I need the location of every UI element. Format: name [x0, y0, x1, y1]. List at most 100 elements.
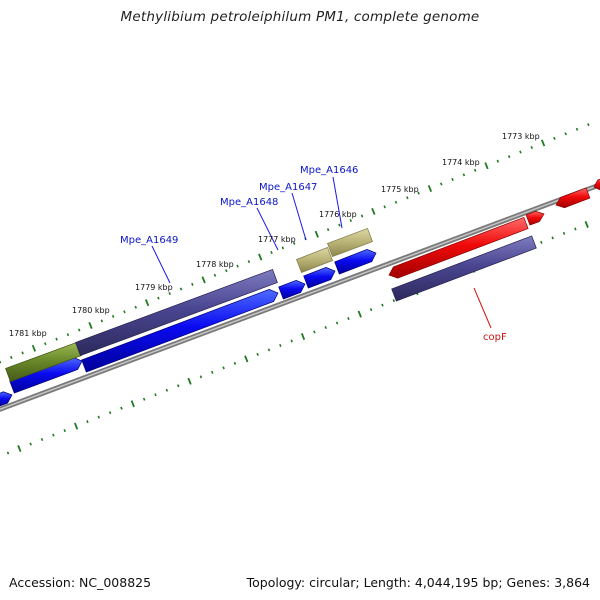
minor-tick	[574, 227, 577, 231]
gene-label-mpe-a1649[interactable]: Mpe_A1649	[120, 235, 178, 246]
major-tick	[357, 310, 362, 318]
kbp-label: 1773 kbp	[502, 132, 540, 141]
minor-tick	[222, 366, 225, 370]
minor-tick	[6, 451, 10, 455]
kbp-label: 1780 kbp	[72, 306, 110, 315]
minor-tick	[394, 200, 398, 204]
gene-blue[interactable]	[334, 249, 377, 275]
minor-tick	[97, 415, 100, 419]
major-tick	[371, 207, 376, 215]
minor-tick	[270, 250, 273, 254]
label-leader-mpe-a1649	[151, 245, 171, 284]
gene-blue-long[interactable]	[81, 289, 279, 373]
gene-red-copf[interactable]	[388, 216, 529, 279]
minor-tick	[10, 355, 13, 359]
minor-tick	[417, 191, 420, 195]
major-tick	[484, 162, 489, 170]
minor-tick	[77, 328, 81, 332]
major-tick	[258, 253, 263, 261]
minor-tick	[176, 384, 180, 388]
kbp-label: 1774 kbp	[442, 158, 480, 167]
major-tick	[300, 332, 306, 340]
gene-label-copf[interactable]: copF	[483, 332, 507, 343]
minor-tick	[213, 273, 217, 277]
minor-tick	[381, 303, 384, 307]
minor-tick	[55, 337, 58, 341]
minor-tick	[111, 314, 115, 318]
minor-tick	[267, 348, 271, 352]
minor-tick	[154, 393, 157, 397]
major-tick	[540, 139, 546, 147]
kbp-label: 1779 kbp	[135, 283, 173, 292]
minor-tick	[406, 196, 409, 200]
minor-tick	[179, 287, 183, 291]
gene-blue[interactable]	[303, 267, 336, 289]
minor-tick	[120, 406, 123, 410]
minor-tick	[553, 136, 556, 140]
minor-tick	[335, 321, 339, 325]
major-tick	[244, 355, 249, 363]
minor-tick	[540, 240, 543, 244]
minor-tick	[392, 299, 396, 303]
minor-tick	[100, 319, 104, 323]
gene-khaki[interactable]	[296, 247, 333, 273]
accession-text: Accession: NC_008825	[9, 575, 152, 590]
gene-label-mpe-a1647[interactable]: Mpe_A1647	[259, 182, 317, 193]
gene-red[interactable]	[525, 210, 545, 226]
minor-tick	[462, 173, 466, 177]
gene-red-edge[interactable]	[593, 178, 600, 191]
kbp-label: 1781 kbp	[9, 329, 47, 338]
minor-tick	[349, 219, 352, 223]
minor-tick	[247, 260, 251, 264]
minor-tick	[575, 127, 579, 131]
gene-khaki[interactable]	[327, 227, 373, 258]
minor-tick	[326, 228, 330, 232]
major-tick	[73, 422, 79, 430]
minor-tick	[168, 292, 171, 296]
gene-label-mpe-a1646[interactable]: Mpe_A1646	[300, 165, 358, 176]
label-leader-copf	[473, 287, 492, 329]
minor-tick	[191, 282, 194, 286]
major-tick	[584, 220, 589, 228]
minor-tick	[347, 317, 350, 321]
minor-tick	[44, 342, 47, 346]
gene-slate-long[interactable]	[75, 268, 278, 357]
minor-tick	[360, 214, 364, 218]
minor-tick	[52, 433, 55, 437]
kbp-label: 1775 kbp	[381, 185, 419, 194]
gene-blue-left-edge[interactable]	[0, 391, 13, 407]
map-title: Methylibium petroleiphilum PM1, complete…	[120, 9, 480, 25]
minor-tick	[40, 438, 44, 442]
genome-summary-text: Topology: circular; Length: 4,044,195 bp…	[246, 575, 590, 590]
gene-blue[interactable]	[278, 280, 306, 300]
major-tick	[314, 230, 319, 238]
minor-tick	[451, 177, 454, 181]
kbp-label: 1776 kbp	[319, 210, 357, 219]
gene-red[interactable]	[555, 187, 591, 209]
gene-slate-copf-partner[interactable]	[391, 235, 537, 302]
minor-tick	[383, 205, 386, 209]
minor-tick	[290, 339, 293, 343]
major-tick	[144, 299, 150, 307]
minor-tick	[369, 308, 373, 312]
major-tick	[201, 276, 206, 284]
minor-tick	[21, 351, 24, 355]
minor-tick	[123, 310, 126, 314]
minor-tick	[236, 264, 239, 268]
minor-tick	[134, 305, 137, 309]
minor-tick	[313, 330, 316, 334]
minor-tick	[142, 397, 146, 401]
minor-tick	[338, 223, 341, 227]
minor-tick	[233, 361, 237, 365]
minor-tick	[29, 442, 32, 446]
label-leader-mpe-a1647	[291, 192, 307, 241]
minor-tick	[507, 155, 511, 159]
minor-tick	[587, 123, 590, 127]
gene-label-mpe-a1648[interactable]: Mpe_A1648	[220, 197, 278, 208]
kbp-label: 1777 kbp	[258, 235, 296, 244]
scale-ticks	[0, 123, 590, 455]
gene-features	[0, 178, 600, 407]
minor-tick	[473, 168, 477, 172]
minor-tick	[564, 132, 567, 136]
